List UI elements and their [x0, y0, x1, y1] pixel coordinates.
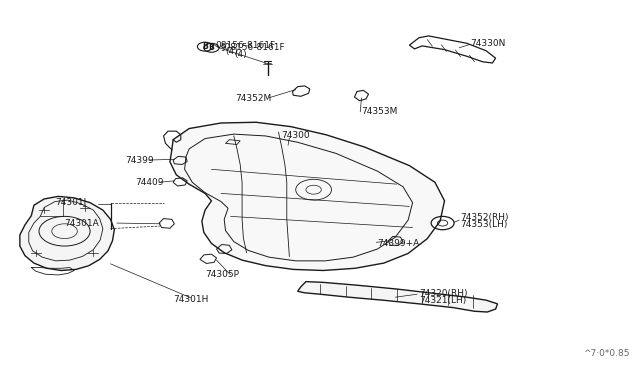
- Text: 74399: 74399: [125, 155, 154, 164]
- Text: 74320(RH): 74320(RH): [419, 289, 467, 298]
- Text: 74321(LH): 74321(LH): [419, 296, 466, 305]
- Text: 74352M: 74352M: [236, 94, 272, 103]
- Text: B: B: [202, 42, 208, 51]
- Text: 74330N: 74330N: [470, 39, 506, 48]
- Text: (4): (4): [234, 50, 246, 59]
- Text: 74301J: 74301J: [55, 198, 86, 207]
- Text: 74353M: 74353M: [362, 108, 398, 116]
- Polygon shape: [298, 282, 497, 312]
- Text: 74409: 74409: [135, 178, 163, 187]
- Text: (4): (4): [225, 47, 238, 56]
- Polygon shape: [20, 196, 115, 270]
- Text: 74305P: 74305P: [205, 270, 239, 279]
- Text: 74399+A: 74399+A: [378, 239, 420, 248]
- Text: §08156-8161F: §08156-8161F: [221, 42, 285, 51]
- Polygon shape: [170, 122, 445, 270]
- Text: 74301A: 74301A: [65, 219, 99, 228]
- Text: 74301H: 74301H: [173, 295, 209, 304]
- Text: 74353(LH): 74353(LH): [461, 221, 508, 230]
- Text: B: B: [209, 43, 214, 52]
- Text: 74352(RH): 74352(RH): [461, 213, 509, 222]
- Text: ^7·0*0.85: ^7·0*0.85: [583, 349, 630, 358]
- Text: 74300: 74300: [282, 131, 310, 141]
- Text: 08156-8161F: 08156-8161F: [215, 41, 275, 50]
